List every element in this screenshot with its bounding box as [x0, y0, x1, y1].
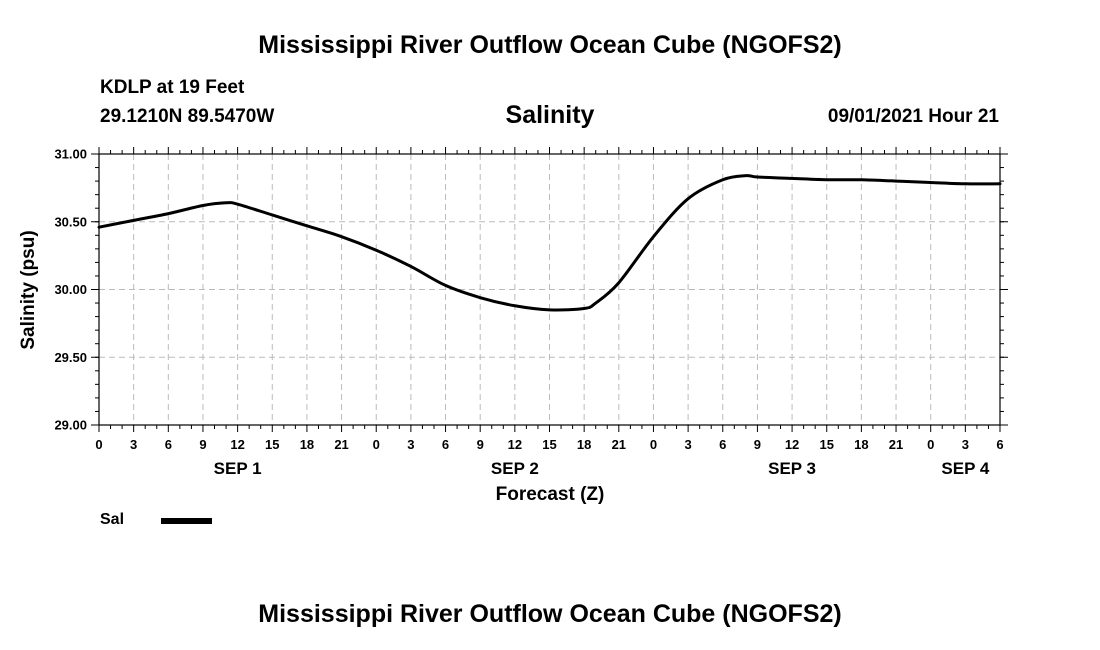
x-tick-label: 0: [927, 437, 934, 452]
x-tick-label: 15: [265, 437, 279, 452]
x-day-label: SEP 4: [941, 459, 989, 478]
y-tick-label: 31.00: [54, 147, 87, 162]
y-tick-label: 30.50: [54, 214, 87, 229]
x-tick-label: 9: [199, 437, 206, 452]
x-tick-label: 12: [785, 437, 799, 452]
station-label: KDLP at 19 Feet: [100, 77, 245, 98]
x-axis-title: Forecast (Z): [496, 484, 605, 505]
legend-label: Sal: [100, 511, 125, 528]
x-tick-label: 3: [962, 437, 969, 452]
x-tick-label: 12: [508, 437, 522, 452]
variable-title: Salinity: [505, 101, 595, 129]
x-tick-label: 6: [996, 437, 1003, 452]
x-tick-label: 3: [407, 437, 414, 452]
x-tick-label: 3: [684, 437, 691, 452]
x-tick-label: 6: [719, 437, 726, 452]
x-tick-label: 18: [577, 437, 591, 452]
y-tick-label: 29.50: [54, 350, 87, 365]
salinity-series-line: [97, 174, 1002, 312]
x-tick-label: 9: [477, 437, 484, 452]
x-tick-label: 12: [230, 437, 244, 452]
coordinates-label: 29.1210N 89.5470W: [100, 106, 275, 127]
x-tick-label: 21: [612, 437, 626, 452]
x-tick-label: 21: [334, 437, 348, 452]
x-day-label: SEP 1: [214, 459, 262, 478]
x-tick-label: 0: [95, 437, 102, 452]
chart-title-top: Mississippi River Outflow Ocean Cube (NG…: [258, 31, 842, 59]
ticks: [91, 147, 1008, 432]
x-tick-label: 18: [854, 437, 868, 452]
x-day-label: SEP 2: [491, 459, 539, 478]
x-tick-label: 15: [819, 437, 833, 452]
y-tick-label: 29.00: [54, 418, 87, 433]
grid: [99, 154, 1000, 425]
x-day-label: SEP 3: [768, 459, 816, 478]
x-tick-label: 3: [130, 437, 137, 452]
y-tick-label: 30.00: [54, 282, 87, 297]
y-axis-title: Salinity (psu): [18, 230, 39, 349]
x-tick-label: 15: [542, 437, 556, 452]
x-tick-label: 6: [442, 437, 449, 452]
tick-labels: 29.00 29.50 30.00 30.50 31.00 0 3 6 9 12 15 18 21 0 3 6…: [54, 147, 1003, 479]
x-tick-label: 0: [373, 437, 380, 452]
x-tick-label: 0: [650, 437, 657, 452]
x-tick-label: 6: [165, 437, 172, 452]
x-tick-label: 9: [754, 437, 761, 452]
legend-swatch: [161, 518, 212, 524]
x-tick-label: 21: [889, 437, 903, 452]
forecast-datetime: 09/01/2021 Hour 21: [827, 106, 999, 127]
x-tick-label: 18: [300, 437, 314, 452]
chart-title-bottom: Mississippi River Outflow Ocean Cube (NG…: [258, 600, 842, 628]
